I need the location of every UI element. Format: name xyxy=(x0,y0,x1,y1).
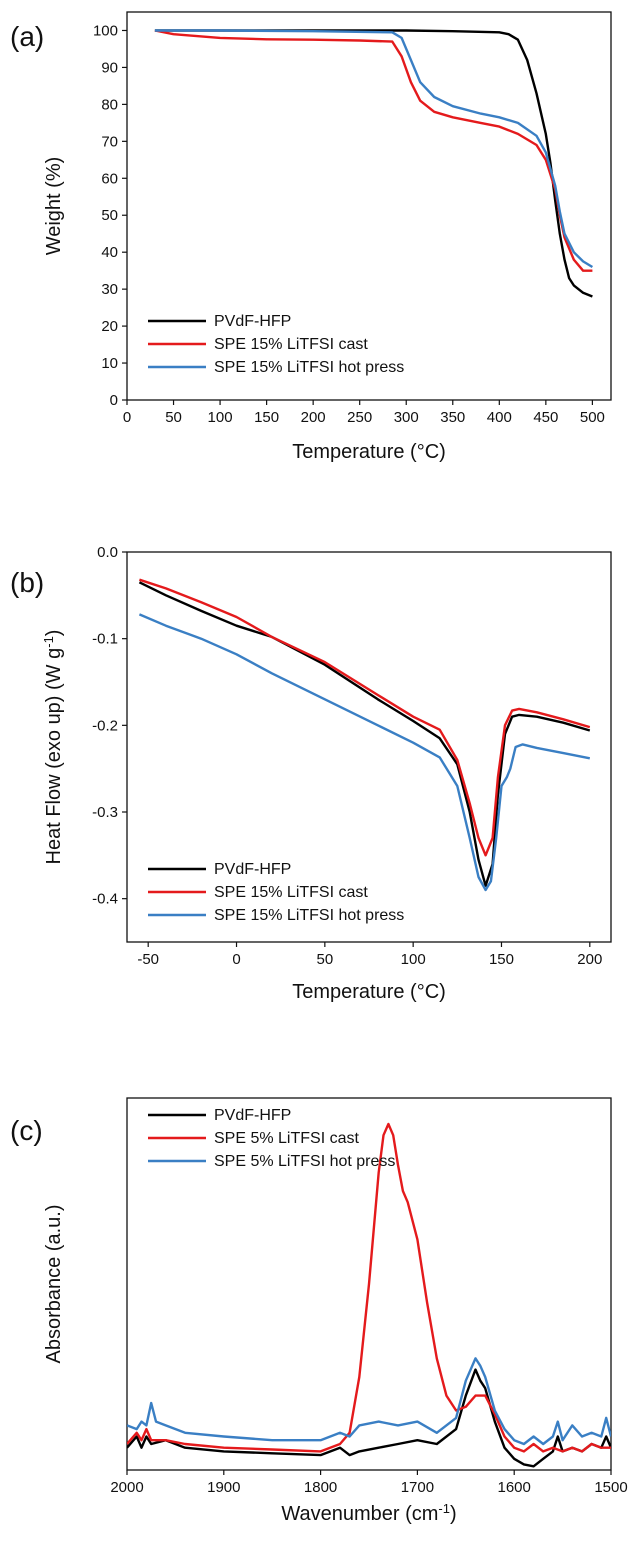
y-tick-label: 0 xyxy=(110,392,118,409)
legend-label-0: PVdF-HFP xyxy=(214,861,291,878)
x-axis-label: Temperature (°C) xyxy=(292,441,446,463)
y-axis-label: Weight (%) xyxy=(43,157,65,256)
x-tick-label: 1800 xyxy=(304,1479,337,1496)
x-tick-label: 100 xyxy=(401,951,426,968)
y-tick-label: 90 xyxy=(101,59,118,76)
y-tick-label: -0.3 xyxy=(92,804,118,821)
y-tick-label: 30 xyxy=(101,281,118,298)
y-axis-label-sup: -1 xyxy=(41,636,56,648)
y-tick-label: 50 xyxy=(101,207,118,224)
y-tick-label: 60 xyxy=(101,170,118,187)
chart-2: (c) 2000 1900 1800 1700 1600 1500 Wavenumber (c… xyxy=(10,1097,628,1526)
y-axis-label: Heat Flow (exo up) (W g-1) xyxy=(41,630,66,865)
x-axis-label-end: ) xyxy=(450,1503,457,1525)
legend-label-2: SPE 15% LiTFSI hot press xyxy=(214,359,404,376)
x-tick-label: 100 xyxy=(208,409,233,426)
legend-label-1: SPE 5% LiTFSI cast xyxy=(214,1130,359,1147)
series-line-0 xyxy=(154,29,593,298)
y-tick-label: 20 xyxy=(101,318,118,335)
series-line-1 xyxy=(139,578,591,857)
x-tick-label: 400 xyxy=(487,409,512,426)
series-line-2 xyxy=(127,1357,611,1446)
x-axis-label: Wavenumber (cm-1) xyxy=(281,1501,456,1526)
y-tick-label: -0.1 xyxy=(92,631,118,648)
x-tick-label: 350 xyxy=(440,409,465,426)
x-axis-label-sup: -1 xyxy=(438,1501,450,1516)
y-tick-label: 100 xyxy=(93,22,118,39)
x-tick-label: 300 xyxy=(394,409,419,426)
y-tick-label: 40 xyxy=(101,244,118,261)
legend-label-0: PVdF-HFP xyxy=(214,1107,291,1124)
legend-label-2: SPE 5% LiTFSI hot press xyxy=(214,1153,395,1170)
series-line-2 xyxy=(154,29,594,269)
y-tick-label: 10 xyxy=(101,355,118,372)
y-tick-label: -0.4 xyxy=(92,891,118,908)
x-tick-label: 0 xyxy=(123,409,131,426)
x-tick-label: 250 xyxy=(347,409,372,426)
x-tick-label: 1600 xyxy=(498,1479,531,1496)
legend-label-1: SPE 15% LiTFSI cast xyxy=(214,884,368,901)
series-line-1 xyxy=(154,29,593,272)
plot-frame xyxy=(126,551,612,943)
chart-1: (b) -50 0 50 100 150 200 0.0 -0.1 -0.2 -0.3 -0.4 Tem… xyxy=(10,544,612,1003)
x-axis-label: Temperature (°C) xyxy=(292,981,446,1003)
legend-label-1: SPE 15% LiTFSI cast xyxy=(214,336,368,353)
y-axis-label-end: ) xyxy=(43,630,65,637)
panel-label: (b) xyxy=(10,567,44,598)
x-tick-label: 1700 xyxy=(401,1479,434,1496)
plot-frame xyxy=(126,11,612,401)
x-tick-label: 2000 xyxy=(110,1479,143,1496)
panel-label: (a) xyxy=(10,21,44,52)
x-tick-label: 450 xyxy=(533,409,558,426)
y-tick-label: 70 xyxy=(101,133,118,150)
series-line-0 xyxy=(127,1368,611,1468)
x-tick-label: 0 xyxy=(232,951,240,968)
y-axis-label: Absorbance (a.u.) xyxy=(43,1205,65,1364)
y-tick-label: 0.0 xyxy=(97,544,118,561)
x-tick-label: -50 xyxy=(137,951,159,968)
x-tick-label: 50 xyxy=(165,409,182,426)
y-tick-label: -0.2 xyxy=(92,717,118,734)
x-tick-label: 50 xyxy=(316,951,333,968)
series-line-0 xyxy=(138,581,591,887)
chart-0: (a) 0 50 100 150 200 250 300 350 400 450 500 0 10 20 30… xyxy=(10,11,612,463)
series-line-2 xyxy=(138,613,591,892)
legend-label-0: PVdF-HFP xyxy=(214,313,291,330)
x-tick-label: 500 xyxy=(580,409,605,426)
legend-label-2: SPE 15% LiTFSI hot press xyxy=(214,907,404,924)
x-tick-label: 1900 xyxy=(207,1479,240,1496)
x-tick-label: 150 xyxy=(489,951,514,968)
x-tick-label: 1500 xyxy=(594,1479,627,1496)
y-tick-label: 80 xyxy=(101,96,118,113)
plot-frame xyxy=(126,1097,612,1471)
x-tick-label: 200 xyxy=(301,409,326,426)
series-line-1 xyxy=(127,1122,611,1453)
x-tick-label: 200 xyxy=(577,951,602,968)
panel-label: (c) xyxy=(10,1115,43,1146)
x-tick-label: 150 xyxy=(254,409,279,426)
